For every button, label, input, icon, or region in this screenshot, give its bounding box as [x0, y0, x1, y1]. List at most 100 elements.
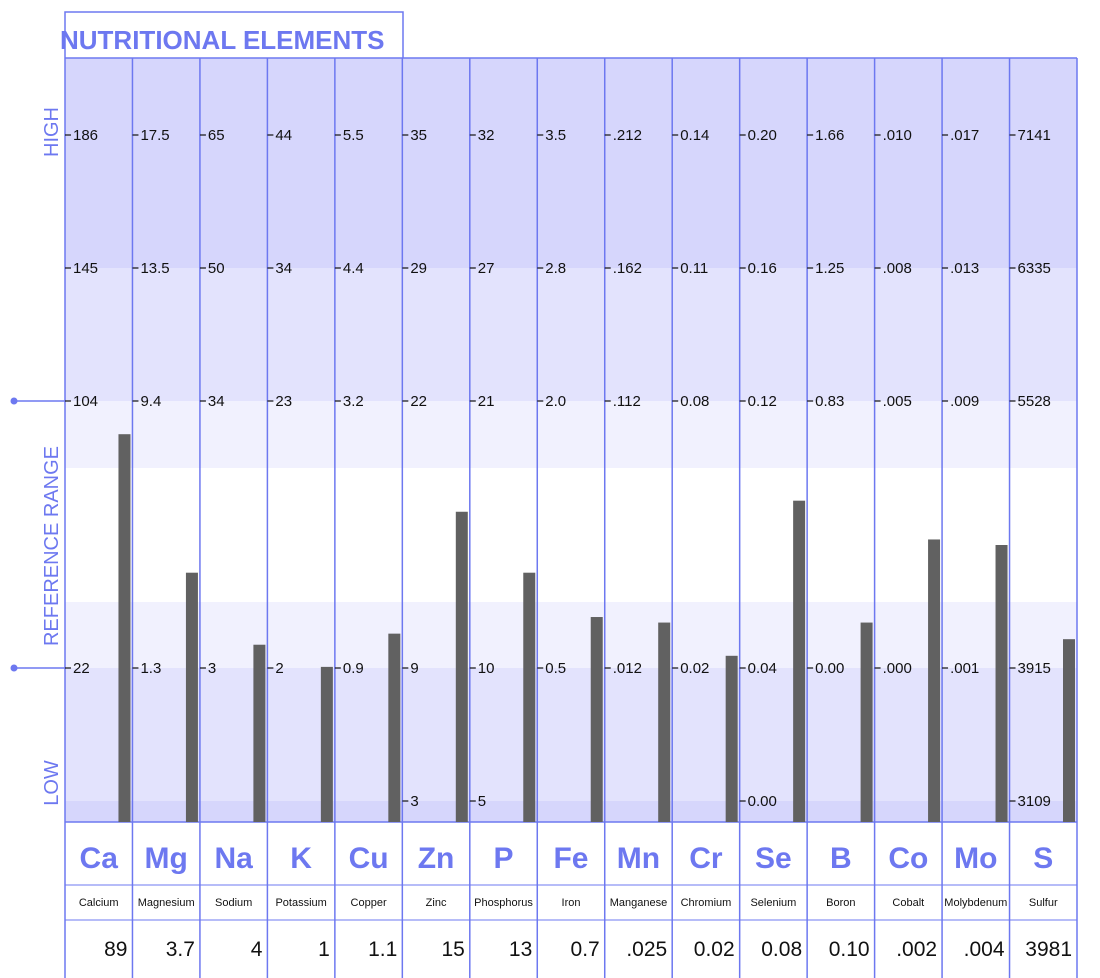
tick-label: 17.5 [140, 127, 169, 144]
tick-label: 186 [73, 127, 98, 144]
band-low [65, 801, 1077, 822]
element-result-value: 1.1 [368, 938, 397, 961]
band-reference [65, 468, 1077, 602]
bar-molybdenum [995, 545, 1008, 822]
element-name: Selenium [750, 897, 796, 909]
tick-label: 3.5 [545, 127, 566, 144]
element-name: Iron [562, 897, 581, 909]
tick-label: 3 [208, 660, 216, 677]
band-upper [65, 268, 1077, 401]
tick-label: 2.8 [545, 260, 566, 277]
tick-label: 1.25 [815, 260, 844, 277]
bar-potassium [320, 666, 333, 822]
side-label-high: HIGH [41, 107, 63, 157]
tick-label: 22 [73, 660, 90, 677]
bar-chromium [725, 655, 738, 822]
tick-label: .162 [613, 260, 642, 277]
tick-label: 0.16 [748, 260, 777, 277]
element-labels: Ca Calcium 89 Mg Magnesium 3.7 Na Sodium 4 K Potas… [79, 842, 1072, 961]
bar-sulfur [1063, 639, 1075, 822]
tick-label: 2.0 [545, 393, 566, 410]
tick-label: 6335 [1018, 260, 1051, 277]
tick-label: .112 [613, 393, 641, 410]
background-bands [65, 58, 1077, 822]
element-symbol: Cr [689, 842, 723, 875]
tick-label: 0.20 [748, 127, 777, 144]
tick-label: 0.00 [748, 793, 777, 810]
element-result-value: 0.08 [761, 938, 802, 961]
element-symbol: P [494, 842, 514, 875]
bar-magnesium [185, 572, 198, 822]
element-symbol: Co [888, 842, 928, 875]
element-result-value: 0.02 [694, 938, 735, 961]
tick-label: 3.2 [343, 393, 364, 410]
title-box [64, 11, 404, 58]
element-name: Magnesium [138, 897, 195, 909]
band-lower [65, 668, 1077, 801]
element-result-value: 1 [318, 938, 330, 961]
element-result-value: 3.7 [166, 938, 195, 961]
bar-cobalt [928, 539, 941, 822]
chart-title: NUTRITIONAL ELEMENTS [60, 25, 385, 55]
tick-label: 5528 [1018, 393, 1051, 410]
element-name: Molybdenum [944, 897, 1007, 909]
bar-calcium [118, 434, 131, 822]
element-result-value: 0.7 [571, 938, 600, 961]
tick-label: 21 [478, 393, 495, 410]
element-name: Boron [826, 897, 855, 909]
element-result-value: 0.10 [829, 938, 870, 961]
band-high [65, 58, 1077, 268]
tick-label: 32 [478, 127, 495, 144]
element-name: Sulfur [1029, 897, 1058, 909]
tick-label: 34 [275, 260, 292, 277]
tick-label: 5 [478, 793, 486, 810]
tick-label: .005 [883, 393, 912, 410]
tick-label: 3109 [1018, 793, 1051, 810]
tick-label: 0.00 [815, 660, 844, 677]
tick-label: 0.83 [815, 393, 844, 410]
tick-label: 9 [410, 660, 418, 677]
column-grid [10, 11, 1078, 978]
element-result-value: .025 [626, 938, 667, 961]
element-symbol: Mn [617, 842, 660, 875]
band-lower-reference [65, 602, 1077, 668]
tick-label: .017 [950, 127, 979, 144]
reference-marker-dot [10, 397, 18, 405]
bar-boron [860, 622, 873, 822]
element-result-value: .002 [896, 938, 937, 961]
bar-manganese [658, 622, 671, 822]
element-name: Potassium [275, 897, 326, 909]
element-symbol: Fe [553, 842, 588, 875]
element-name: Cobalt [892, 897, 924, 909]
element-name: Phosphorus [474, 897, 533, 909]
side-label-low: LOW [41, 760, 63, 806]
element-result-value: .004 [964, 938, 1005, 961]
reference-marker-dot [10, 664, 18, 672]
tick-label: 2 [275, 660, 283, 677]
tick-label: .008 [883, 260, 912, 277]
element-name: Copper [351, 897, 387, 909]
tick-label: .012 [613, 660, 642, 677]
element-result-value: 15 [441, 938, 464, 961]
tick-label: .000 [883, 660, 912, 677]
tick-label: 9.4 [140, 393, 161, 410]
element-name: Zinc [426, 897, 447, 909]
tick-label: 0.11 [680, 260, 708, 277]
bar-phosphorus [523, 572, 536, 822]
tick-label: 0.04 [748, 660, 777, 677]
element-symbol: Mg [145, 842, 188, 875]
tick-label: 44 [275, 127, 292, 144]
element-symbol: Cu [349, 842, 389, 875]
tick-label: 0.14 [680, 127, 709, 144]
tick-label: 0.02 [680, 660, 709, 677]
tick-label: 145 [73, 260, 98, 277]
tick-label: 10 [478, 660, 495, 677]
band-upper-reference [65, 401, 1077, 468]
tick-label: .212 [613, 127, 642, 144]
element-result-value: 4 [251, 938, 263, 961]
tick-label: 29 [410, 260, 427, 277]
bar-selenium [793, 500, 806, 822]
tick-label: 13.5 [140, 260, 169, 277]
tick-label: 7141 [1018, 127, 1051, 144]
tick-label: 50 [208, 260, 225, 277]
